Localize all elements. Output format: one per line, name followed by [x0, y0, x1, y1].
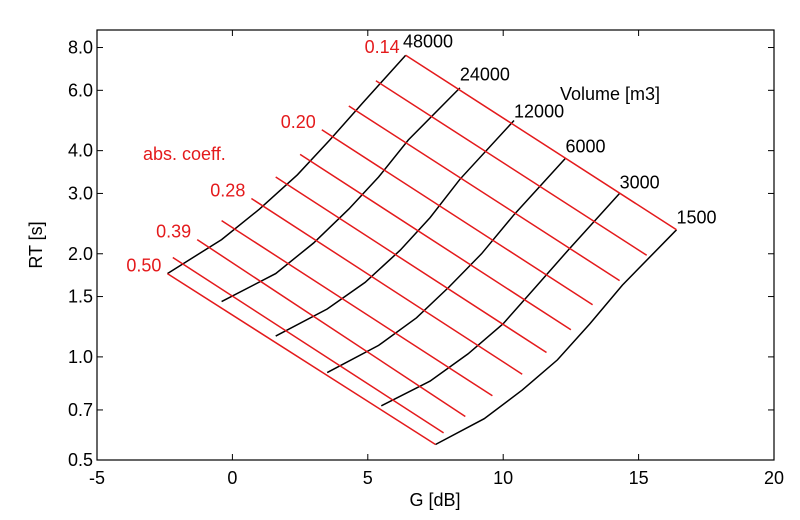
- volume-label: 3000: [620, 173, 660, 193]
- y-tick-label: 0.7: [68, 400, 93, 420]
- x-tick-label: 15: [629, 468, 649, 488]
- y-tick-label: 1.0: [68, 347, 93, 367]
- volume-line: [275, 119, 515, 337]
- volume-line: [326, 157, 567, 374]
- volume-line: [221, 87, 461, 303]
- x-tick-label: 0: [227, 468, 237, 488]
- plot-lines: [166, 54, 678, 446]
- absorption-label: 0.14: [365, 37, 400, 57]
- absorption-line: [250, 197, 523, 375]
- x-tick-label: -5: [89, 468, 105, 488]
- volume-label: 24000: [460, 65, 510, 85]
- absorption-line: [348, 105, 621, 282]
- absorption-line: [166, 272, 436, 446]
- absorption-line: [275, 176, 547, 354]
- y-tick-label: 4.0: [68, 141, 93, 161]
- volume-title: Volume [m3]: [560, 84, 660, 104]
- x-tick-label: 5: [363, 468, 373, 488]
- absorption-line: [299, 153, 572, 331]
- x-tick-label: 20: [764, 468, 784, 488]
- y-tick-label: 0.5: [68, 450, 93, 470]
- volume-label: 1500: [677, 208, 717, 228]
- y-tick-label: 8.0: [68, 38, 93, 58]
- volume-label: 48000: [403, 32, 453, 52]
- y-tick-label: 1.5: [68, 287, 93, 307]
- volume-line: [167, 54, 407, 275]
- labels: -5 0 5 10 15 20 0.5 0.7 1.0 1.5 2.0 3.0 4.0 6.0 8.0 480…: [68, 32, 784, 488]
- absorption-line: [172, 256, 445, 434]
- y-tick-label: 6.0: [68, 80, 93, 100]
- x-tick-label: 10: [493, 468, 513, 488]
- absorption-title: abs. coeff.: [143, 144, 226, 164]
- plot-frame: [96, 29, 775, 461]
- absorption-label: 0.50: [126, 256, 161, 276]
- tick-marks: [96, 30, 775, 461]
- volume-line: [435, 229, 678, 446]
- y-tick-label: 3.0: [68, 183, 93, 203]
- x-axis-title: G [dB]: [409, 490, 460, 510]
- absorption-line: [221, 219, 493, 397]
- absorption-line: [375, 80, 648, 256]
- absorption-label: 0.20: [281, 112, 316, 132]
- y-tick-label: 2.0: [68, 244, 93, 264]
- absorption-label: 0.39: [156, 222, 191, 242]
- absorption-line: [321, 129, 594, 306]
- volume-label: 12000: [514, 101, 564, 121]
- absorption-label: 0.28: [210, 180, 245, 200]
- absorption-line: [405, 54, 677, 231]
- y-axis-title: RT [s]: [26, 221, 46, 268]
- volume-label: 6000: [565, 137, 605, 157]
- absorption-line: [196, 238, 466, 418]
